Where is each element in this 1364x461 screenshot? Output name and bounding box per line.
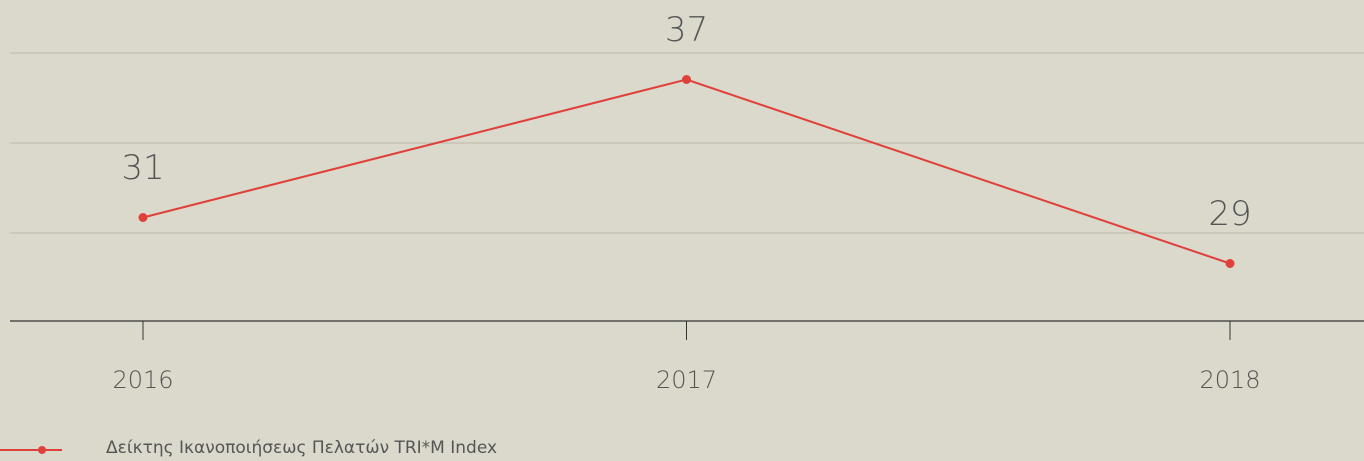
data-label: 31 bbox=[121, 148, 164, 188]
x-tick-label: 2016 bbox=[112, 366, 173, 394]
legend-label: Δείκτης Ικανοποιήσεως Πελατών TRI*M Inde… bbox=[106, 438, 497, 458]
data-point bbox=[682, 75, 691, 84]
data-point bbox=[138, 213, 148, 222]
data-label: 37 bbox=[665, 10, 708, 50]
data-point bbox=[1225, 259, 1235, 268]
legend-marker bbox=[38, 446, 46, 454]
x-tick-label: 2018 bbox=[1199, 366, 1260, 394]
x-tick-label: 2017 bbox=[656, 366, 717, 394]
data-label: 29 bbox=[1208, 194, 1251, 234]
